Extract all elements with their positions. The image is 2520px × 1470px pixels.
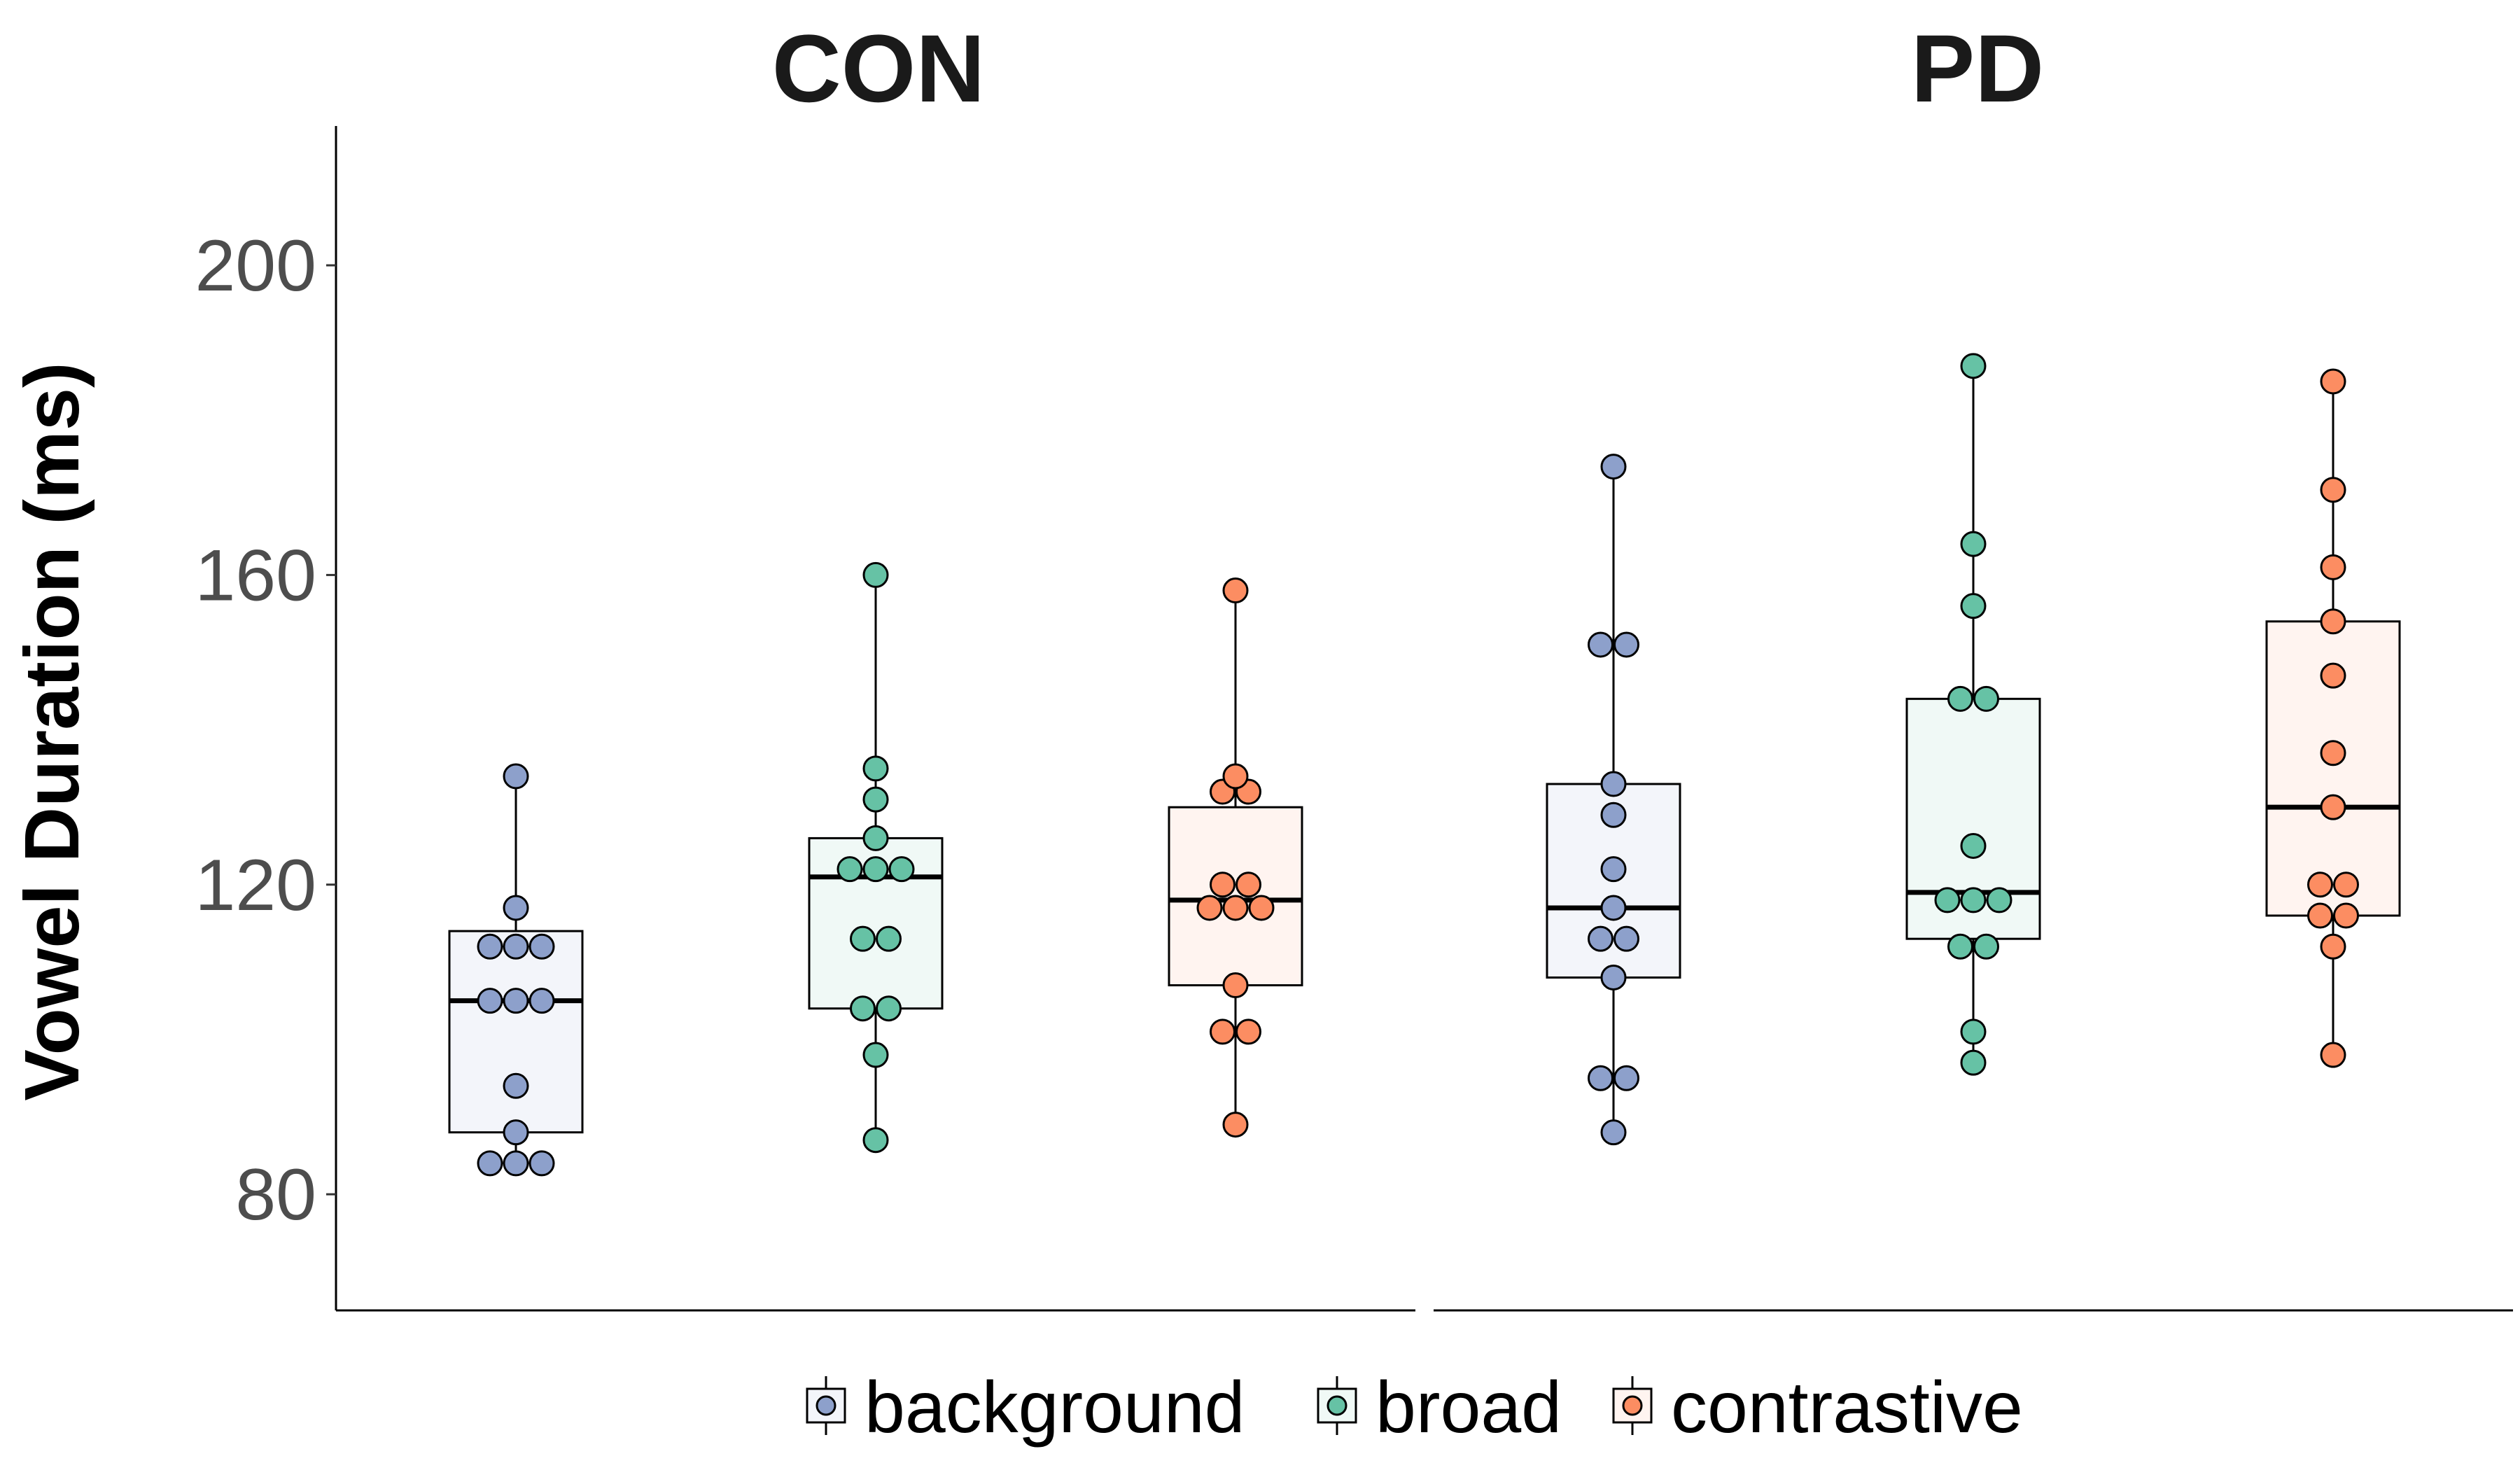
legend-label-broad: broad: [1376, 1367, 1562, 1448]
legend-label-contrastive: contrastive: [1671, 1367, 2023, 1448]
data-point: [1973, 685, 1999, 712]
data-point: [2320, 1042, 2346, 1068]
data-point: [1960, 353, 1987, 379]
data-point: [503, 895, 529, 921]
data-point: [2320, 740, 2346, 766]
facet-title-con: CON: [772, 15, 985, 122]
data-point: [1248, 895, 1275, 921]
data-point: [1960, 887, 1987, 913]
data-point: [1600, 895, 1627, 921]
data-point: [1600, 1119, 1627, 1146]
data-point: [1614, 925, 1639, 952]
data-point: [528, 1150, 555, 1177]
y-axis-title: Vowel Duration (ms): [9, 362, 95, 1100]
data-point: [2333, 902, 2359, 929]
data-point: [2307, 872, 2333, 898]
legend-item-broad: broad: [1317, 1367, 1562, 1448]
data-point: [1210, 1018, 1236, 1045]
data-point: [477, 988, 503, 1014]
plot-area: 80 120 160 200: [195, 126, 2513, 1312]
data-point: [2320, 477, 2346, 503]
legend-label-background: background: [864, 1367, 1245, 1448]
data-point: [1600, 771, 1627, 797]
data-point: [862, 856, 889, 883]
data-point: [862, 1127, 889, 1154]
data-point: [862, 825, 889, 851]
legend-item-background: background: [806, 1367, 1245, 1448]
data-point: [1960, 531, 1987, 557]
data-point: [1600, 454, 1627, 480]
data-point: [503, 1072, 529, 1099]
data-point: [1222, 895, 1249, 921]
data-point: [862, 1042, 889, 1068]
data-point: [1947, 685, 1973, 712]
data-point: [1986, 887, 2012, 913]
data-point: [2320, 933, 2346, 960]
data-point: [503, 1119, 529, 1146]
data-point: [1236, 1018, 1261, 1045]
data-point: [1222, 578, 1249, 604]
data-point: [1960, 1018, 1987, 1045]
legend-key-contrastive-point: [1622, 1395, 1643, 1416]
legend-key-background-point: [816, 1395, 836, 1416]
facet-title-pd: PD: [1911, 15, 2044, 122]
y-tick-label: 80: [235, 1154, 316, 1236]
data-point: [1196, 895, 1223, 921]
data-point: [1210, 872, 1236, 898]
data-point: [528, 933, 555, 960]
legend-item-contrastive: contrastive: [1612, 1367, 2023, 1448]
data-point: [1973, 933, 1999, 960]
data-point: [2320, 662, 2346, 689]
data-point: [1934, 887, 1961, 913]
data-point: [862, 561, 889, 588]
data-point: [2307, 902, 2333, 929]
data-point: [850, 995, 876, 1022]
data-point: [876, 925, 902, 952]
data-point: [1614, 631, 1639, 658]
data-point: [2320, 554, 2346, 580]
data-point: [1222, 972, 1249, 999]
data-point: [888, 856, 915, 883]
data-point: [503, 988, 529, 1014]
data-point: [477, 933, 503, 960]
data-point: [1947, 933, 1973, 960]
y-tick-label: 120: [195, 845, 316, 926]
data-point: [1588, 925, 1614, 952]
data-point: [503, 763, 529, 790]
legend: background broad contrastive: [806, 1367, 2023, 1448]
y-tick-label: 200: [195, 225, 316, 307]
data-point: [2320, 794, 2346, 820]
data-point: [1600, 802, 1627, 828]
data-point: [1960, 832, 1987, 859]
legend-key-broad-point: [1326, 1395, 1348, 1416]
data-point: [528, 988, 555, 1014]
data-point: [2320, 608, 2346, 635]
box-rect: [448, 930, 584, 1134]
data-point: [2320, 368, 2346, 395]
y-tick-label: 160: [195, 535, 316, 616]
data-point: [1236, 872, 1261, 898]
data-point: [503, 1150, 529, 1177]
data-point: [1960, 1049, 1987, 1076]
data-point: [862, 786, 889, 813]
data-point: [477, 1150, 503, 1177]
data-point: [1600, 856, 1627, 883]
data-point: [1588, 1065, 1614, 1091]
data-point: [836, 856, 863, 883]
data-point: [1588, 631, 1614, 658]
data-point: [1222, 763, 1249, 790]
data-point: [862, 755, 889, 782]
data-point: [1600, 964, 1627, 990]
data-point: [1222, 1112, 1249, 1138]
data-point: [850, 925, 876, 952]
data-point: [2333, 872, 2359, 898]
data-point: [1614, 1065, 1639, 1091]
data-point: [503, 933, 529, 960]
data-point: [876, 995, 902, 1022]
data-point: [1960, 593, 1987, 620]
